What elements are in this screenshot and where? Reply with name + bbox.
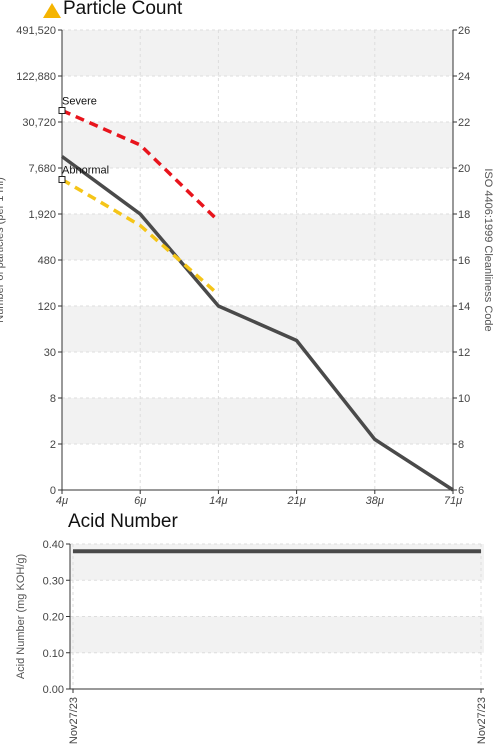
y-tick-label: 30 <box>44 347 56 359</box>
y-tick-label: 120 <box>38 301 56 313</box>
series-line-abnormal <box>61 177 220 296</box>
x-tick-label: 38μ <box>366 495 384 507</box>
grid-band <box>62 30 453 76</box>
y2-tick-label: 8 <box>458 439 464 451</box>
series-line-severe <box>61 108 220 223</box>
x-tick-label: 6μ <box>134 495 146 507</box>
y-tick-label: 491,520 <box>16 25 56 37</box>
acid-number-title: Acid Number <box>68 511 178 532</box>
series-line-sample <box>60 155 454 492</box>
threshold-marker <box>58 176 66 183</box>
grid-band <box>70 616 484 653</box>
y-tick-label: 8 <box>50 393 56 405</box>
y-tick-label: 0.30 <box>43 575 64 587</box>
y-tick-label: 0.10 <box>43 648 64 660</box>
acid-number-panel: Acid Number 0.00 0.10 0.20 0.30 0.40 Nov27/23… <box>0 510 498 751</box>
y2-tick-label: 14 <box>458 301 470 313</box>
y-tick-label: 30,720 <box>22 117 56 129</box>
grid-band <box>62 214 453 260</box>
y2-tick-label: 6 <box>458 485 464 497</box>
particle-count-panel: Particle Count 0 2 8 30 120 480 1,920 7,680 30,7… <box>0 0 494 507</box>
particle-count-title: Particle Count <box>63 0 183 19</box>
particle-count-chart: 0 2 8 30 120 480 1,920 7,680 30,720 122,880 491,52… <box>0 25 494 507</box>
y2-tick-label: 24 <box>458 71 470 83</box>
y2-tick-label: 18 <box>458 209 470 221</box>
y2-tick-label: 16 <box>458 255 470 267</box>
y-tick-label: 0.40 <box>43 539 64 551</box>
acid-number-chart: 0.00 0.10 0.20 0.30 0.40 Nov27/23 Nov27/23 Aci… <box>15 539 488 744</box>
y2-tick-label: 20 <box>458 163 470 175</box>
y2-tick-label: 26 <box>458 25 470 37</box>
grid-band <box>62 306 453 352</box>
threshold-label: Severe <box>62 96 97 108</box>
x-tick-label: 4μ <box>56 495 68 507</box>
warning-triangle-icon <box>43 3 61 18</box>
x-tick-label: 14μ <box>209 495 227 507</box>
y-tick-label: 1,920 <box>28 209 56 221</box>
y2-tick-label: 12 <box>458 347 470 359</box>
y-tick-label: 0.20 <box>43 612 64 624</box>
y2-tick-label: 10 <box>458 393 470 405</box>
y-tick-label: 0.00 <box>43 684 64 696</box>
grid-band <box>62 398 453 444</box>
x-tick-label: 21μ <box>286 495 305 507</box>
y-tick-label: 480 <box>38 255 56 267</box>
y2-axis-label: ISO 4406:1999 Cleanliness Code <box>482 168 494 331</box>
y-axis-label: Acid Number (mg KOH/g) <box>15 554 27 679</box>
x-tick-label: Nov27/23 <box>68 697 80 744</box>
x-tick-label: Nov27/23 <box>476 697 488 744</box>
y-tick-label: 7,680 <box>28 163 56 175</box>
threshold-label: Abnormal <box>62 165 109 177</box>
threshold-marker <box>58 107 66 114</box>
y2-tick-label: 22 <box>458 117 470 129</box>
y-tick-label: 122,880 <box>16 71 56 83</box>
x-tick-label: 71μ <box>444 495 462 507</box>
y-axis-label: Number of particles (per 1 ml) <box>0 177 6 323</box>
y-tick-label: 0 <box>50 485 56 497</box>
grid-band <box>62 122 453 168</box>
y-tick-label: 2 <box>50 439 56 451</box>
